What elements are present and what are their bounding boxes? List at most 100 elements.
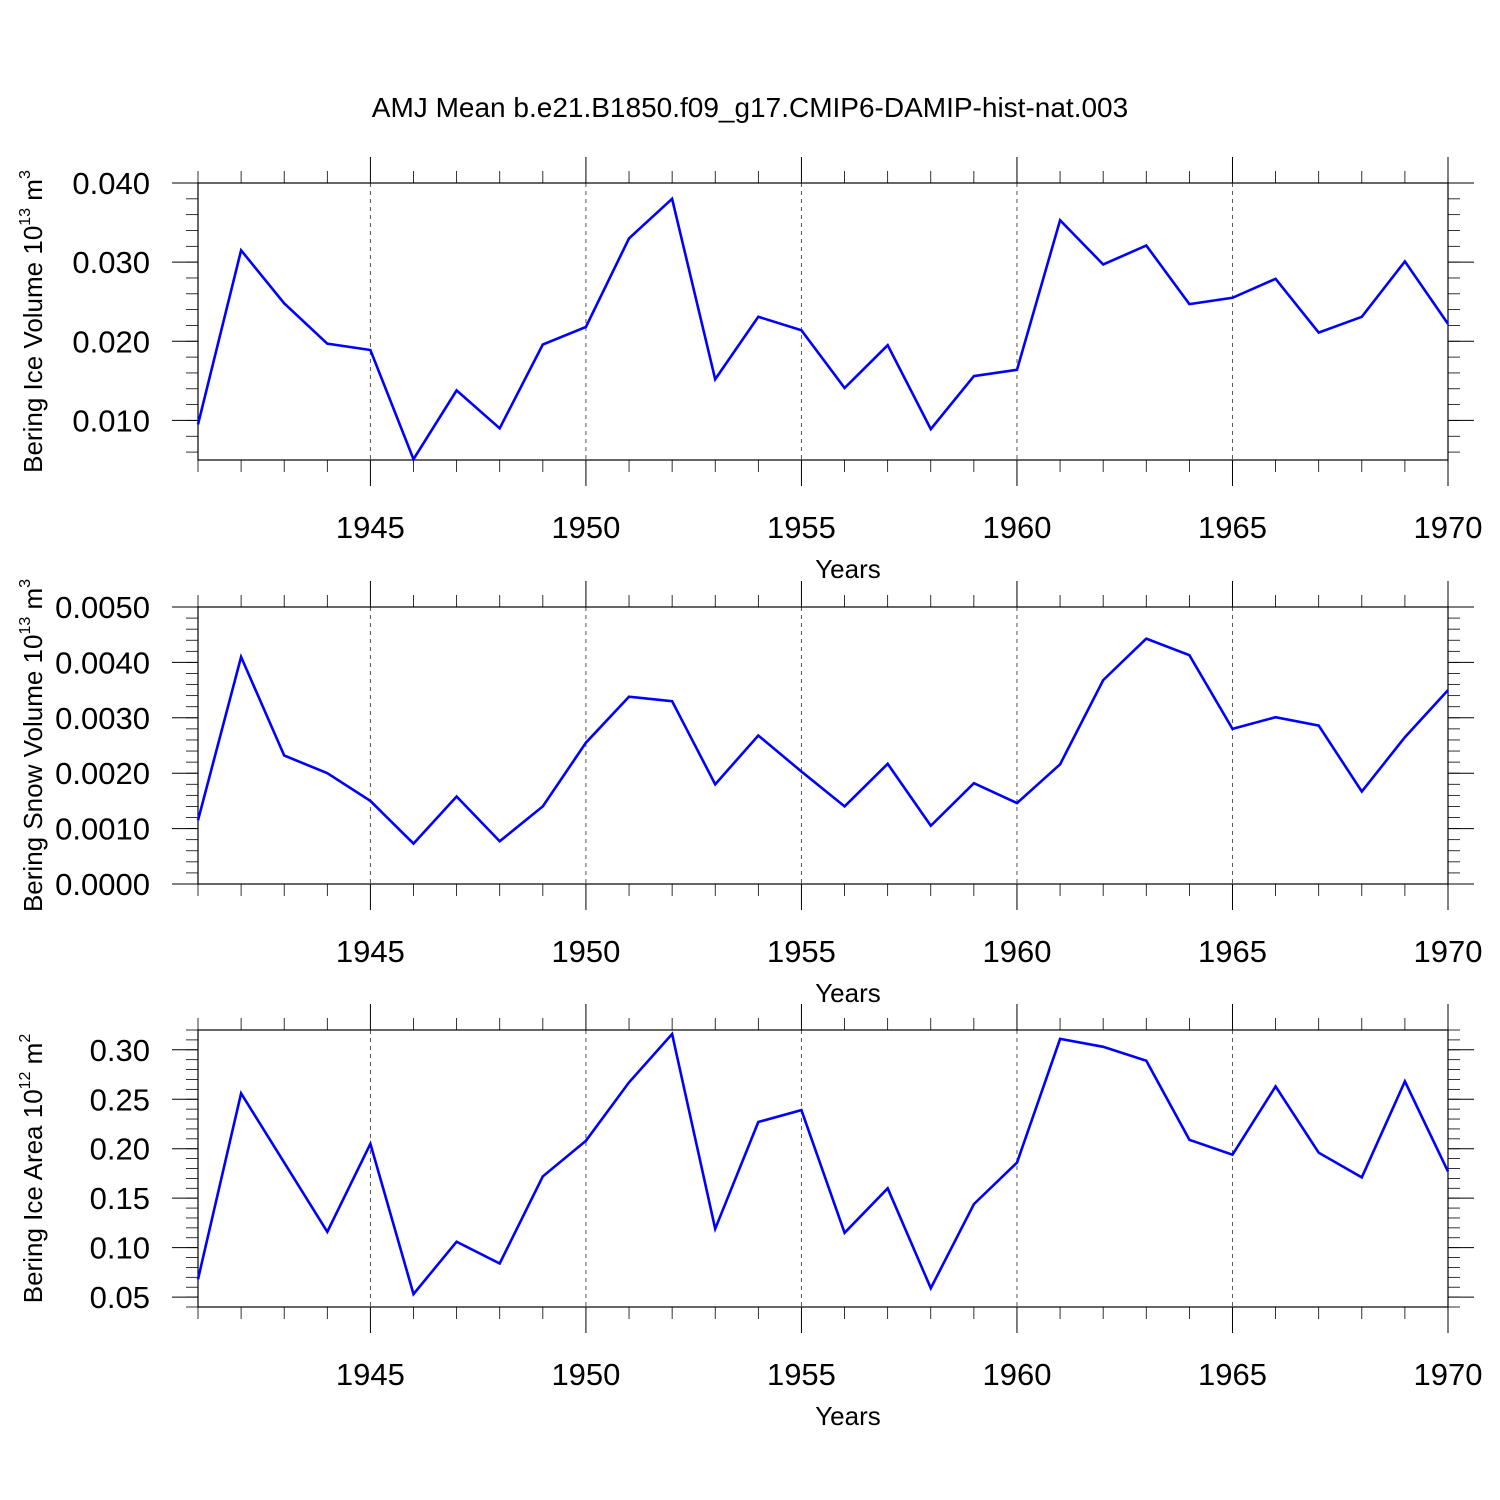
data-point	[1188, 1139, 1191, 1142]
y-tick-label: 0.15	[90, 1181, 150, 1216]
data-point	[1059, 1038, 1062, 1041]
panels: 0.010 0.020 0.030 0.040 1945 1950 1955 1960 1965…	[17, 157, 1482, 1431]
data-point	[757, 734, 760, 737]
y-axis-label-unit: m	[18, 1043, 48, 1072]
y-tick-label: 0.0050	[55, 590, 150, 625]
data-point	[714, 783, 717, 786]
data-point	[1016, 1161, 1019, 1164]
y-axis-label-main: Bering Ice Volume 10	[18, 226, 48, 473]
y-axis-label-unit-exp: 3	[17, 579, 34, 588]
data-point	[542, 805, 545, 808]
data-point	[197, 819, 200, 822]
data-point	[1145, 1059, 1148, 1062]
data-point	[412, 842, 415, 845]
data-point	[843, 1232, 846, 1235]
data-point	[1447, 689, 1450, 692]
data-point	[326, 342, 329, 345]
x-tick-label: 1970	[1414, 510, 1483, 545]
data-point	[1145, 244, 1148, 247]
y-tick-label: 0.010	[72, 403, 150, 438]
data-point	[1188, 303, 1191, 306]
x-axis-label: Years	[815, 978, 881, 1008]
data-point	[412, 1293, 415, 1296]
data-point	[542, 1175, 545, 1178]
data-point	[240, 1092, 243, 1095]
data-point	[283, 754, 286, 757]
series-line	[196, 196, 1450, 463]
data-point	[1059, 219, 1062, 222]
x-tick-label: 1945	[336, 934, 405, 969]
data-point	[1274, 716, 1277, 719]
y-axis-label-exp: 12	[17, 1071, 34, 1089]
y-axis-label: Bering Snow Volume 1013 m3	[17, 579, 48, 912]
data-point	[1274, 1085, 1277, 1088]
data-point	[1447, 323, 1450, 326]
data-point	[973, 375, 976, 378]
data-point	[1404, 1080, 1407, 1083]
x-tick-label: 1960	[982, 934, 1051, 969]
data-point	[671, 198, 674, 201]
data-point	[455, 389, 458, 392]
y-tick-label: 0.0020	[55, 756, 150, 791]
data-point	[455, 795, 458, 798]
y-tick-label: 0.20	[90, 1132, 150, 1167]
x-tick-label: 1955	[767, 1357, 836, 1392]
data-point	[1016, 802, 1019, 805]
data-point	[326, 1231, 329, 1234]
data-point	[886, 1187, 889, 1190]
data-point	[714, 1228, 717, 1231]
data-point	[498, 840, 501, 843]
data-point	[929, 428, 932, 431]
y-tick-label: 0.040	[72, 166, 150, 201]
data-point	[886, 762, 889, 765]
data-point	[455, 1240, 458, 1243]
data-point	[369, 800, 372, 803]
y-axis-label-unit-exp: 2	[17, 1034, 34, 1043]
x-tick-label: 1970	[1414, 934, 1483, 969]
data-point	[800, 1109, 803, 1112]
data-point	[1360, 315, 1363, 318]
y-axis-label: Bering Ice Area 1012 m2	[17, 1034, 48, 1304]
data-point	[1274, 277, 1277, 280]
data-point	[1404, 260, 1407, 263]
x-tick-label: 1945	[336, 510, 405, 545]
data-point	[498, 1262, 501, 1265]
y-tick-label: 0.020	[72, 324, 150, 359]
x-tick-label: 1960	[982, 1357, 1051, 1392]
data-point	[1016, 368, 1019, 371]
data-point	[240, 656, 243, 659]
data-point	[1231, 1153, 1234, 1156]
data-point	[671, 700, 674, 703]
data-point	[800, 770, 803, 773]
data-point	[1145, 637, 1148, 640]
panel-ice-area: 0.05 0.10 0.15 0.20 0.25 0.30 1945 1950 1955 1960…	[17, 1004, 1482, 1431]
data-point	[412, 458, 415, 461]
data-point	[757, 315, 760, 318]
x-axis-label: Years	[815, 554, 881, 584]
data-point	[628, 237, 631, 240]
x-tick-label: 1950	[551, 934, 620, 969]
x-tick-label: 1950	[551, 510, 620, 545]
x-tick-label: 1965	[1198, 934, 1267, 969]
data-point	[1102, 679, 1105, 682]
y-tick-label: 0.030	[72, 245, 150, 280]
y-tick-label: 0.0010	[55, 812, 150, 847]
x-tick-label: 1950	[551, 1357, 620, 1392]
y-axis-label-exp: 13	[17, 208, 34, 226]
y-tick-label: 0.0030	[55, 701, 150, 736]
data-point	[585, 1140, 588, 1143]
data-point	[1188, 654, 1191, 657]
y-tick-label: 0.05	[90, 1280, 150, 1315]
data-point	[1059, 763, 1062, 766]
data-point	[671, 1033, 674, 1036]
data-point	[973, 782, 976, 785]
y-axis-label-unit-exp: 3	[17, 170, 34, 179]
data-point	[1102, 263, 1105, 266]
x-axis-label: Years	[815, 1401, 881, 1431]
data-point	[585, 741, 588, 744]
data-point	[1317, 724, 1320, 727]
data-point	[1317, 1151, 1320, 1154]
panel-ice-volume: 0.010 0.020 0.030 0.040 1945 1950 1955 1960 1965…	[17, 157, 1482, 584]
data-point	[800, 329, 803, 332]
